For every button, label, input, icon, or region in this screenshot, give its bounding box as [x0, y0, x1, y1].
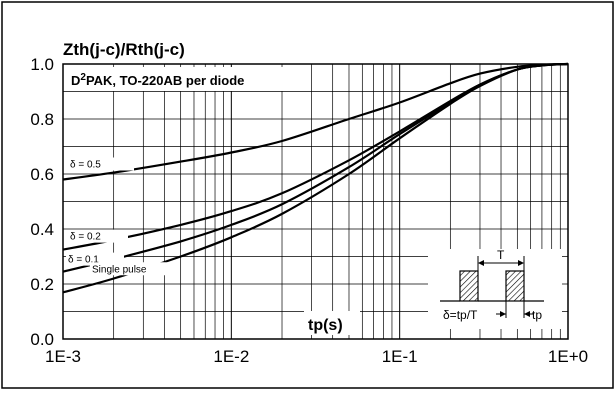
- package-label-sup: 2: [80, 72, 86, 83]
- series-label-1: δ = 0.2: [70, 232, 101, 243]
- chart-title: Zth(j-c)/Rth(j-c): [63, 40, 185, 59]
- y-tick-label: 0.0: [30, 330, 54, 349]
- plot-border: [62, 63, 569, 340]
- y-tick-label: 0.4: [30, 220, 54, 239]
- x-tick-label: 1E-1: [382, 347, 418, 366]
- series-curve-3: [62, 62, 569, 294]
- pulse-1: [459, 270, 479, 302]
- duty-cycle-label: δ=tp/T: [443, 308, 478, 322]
- y-tick-label: 0.6: [30, 165, 54, 184]
- xlabel-box: [304, 311, 360, 335]
- series-label-bg-0: [68, 157, 134, 171]
- series-label-bg-3: [90, 262, 176, 276]
- period-arrowhead-left: [478, 260, 484, 266]
- series-label-2: δ = 0.1: [68, 255, 99, 266]
- x-axis-label: tp(s): [308, 317, 343, 334]
- y-tick-label: 1.0: [30, 55, 54, 74]
- y-tick-label: 0.2: [30, 275, 54, 294]
- series-label-0: δ = 0.5: [70, 160, 101, 171]
- tp-arrowhead-left: [500, 311, 506, 317]
- package-label-post: PAK, TO-220AB per diode: [86, 73, 244, 88]
- grid: [63, 64, 568, 339]
- period-arrowhead-right: [518, 260, 524, 266]
- y-tick-label: 0.8: [30, 110, 54, 129]
- pulse-2: [505, 270, 525, 302]
- series-curve-0: [62, 62, 569, 181]
- package-label-box: [67, 67, 305, 91]
- x-tick-label: 1E+0: [548, 347, 588, 366]
- series-label-3: Single pulse: [92, 264, 147, 275]
- tp-arrowhead-right: [524, 311, 530, 317]
- pulse-diagram: T δ=tp/T tp: [440, 248, 544, 322]
- series-label-bg-1: [68, 229, 128, 243]
- package-label: D2PAK, TO-220AB per diode: [71, 72, 244, 88]
- x-tick-label: 1E-3: [45, 347, 81, 366]
- tick-labels: 1E-3 1E-2 1E-1 1E+0 0.0 0.2 0.4 0.6 0.8 1.0: [30, 55, 588, 366]
- x-tick-label: 1E-2: [213, 347, 249, 366]
- inset-box: [428, 249, 562, 329]
- package-label-pre: D: [71, 73, 80, 88]
- period-label: T: [497, 248, 505, 262]
- pulse-width-label: tp: [532, 308, 542, 322]
